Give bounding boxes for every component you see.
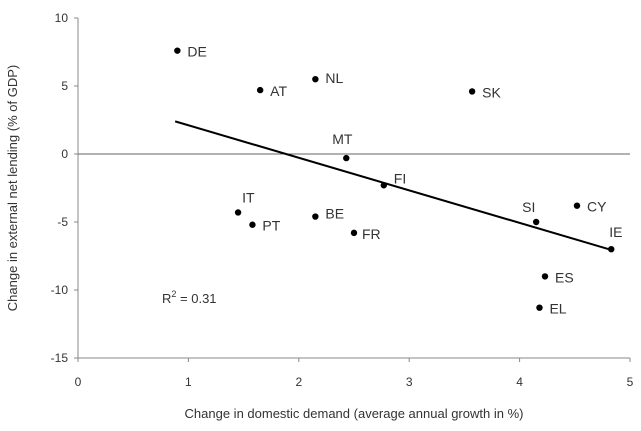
point-label-be: BE — [325, 206, 344, 222]
point-label-cy: CY — [587, 199, 607, 215]
x-tick-label: 4 — [516, 375, 523, 389]
data-point-pt — [249, 221, 256, 228]
y-ticks: -15 -10 -5 0 5 10 — [51, 11, 78, 365]
x-tick-label: 0 — [75, 375, 82, 389]
data-point-el — [536, 304, 543, 311]
y-tick-label: -5 — [57, 215, 68, 229]
data-point-it — [234, 209, 242, 216]
data-point-fr — [350, 229, 358, 237]
point-label-sk: SK — [482, 84, 501, 100]
y-axis-title: Change in external net lending (% of GDP… — [5, 65, 20, 311]
data-point-mt — [343, 154, 350, 162]
y-tick-label: 0 — [61, 147, 68, 161]
trendline — [174, 120, 614, 252]
point-label-at: AT — [270, 83, 287, 99]
point-label-fr: FR — [362, 226, 381, 242]
x-tick-label: 2 — [295, 375, 302, 389]
x-axis-title: Change in domestic demand (average annua… — [185, 406, 524, 421]
point-label-si: SI — [522, 199, 535, 215]
point-label-mt: MT — [332, 131, 353, 147]
x-tick-label: 3 — [406, 375, 413, 389]
y-tick-label: -15 — [51, 351, 69, 365]
data-point-fi — [380, 182, 388, 189]
point-label-pt: PT — [262, 218, 280, 234]
point-label-es: ES — [555, 269, 574, 285]
y-tick-label: 5 — [61, 79, 68, 93]
x-ticks: 0 1 2 3 4 5 — [75, 358, 634, 389]
point-label-it: IT — [242, 189, 255, 205]
x-tick-label: 5 — [627, 375, 634, 389]
data-point-nl — [312, 76, 319, 83]
point-label-fi: FI — [394, 170, 406, 186]
data-points — [174, 47, 615, 311]
data-point-be — [312, 213, 319, 220]
data-point-sk — [468, 88, 476, 95]
x-tick-label: 1 — [185, 375, 192, 389]
point-label-nl: NL — [325, 70, 343, 86]
data-point-at — [256, 86, 264, 94]
point-label-de: DE — [187, 44, 206, 60]
data-point-si — [532, 218, 540, 226]
r-squared-annotation: R2 = 0.31 — [162, 289, 217, 306]
data-point-de — [174, 47, 181, 54]
data-point-es — [541, 273, 549, 280]
data-point-ie — [608, 246, 615, 253]
point-label-ie: IE — [609, 224, 622, 240]
point-label-el: EL — [549, 301, 566, 317]
y-tick-label: 10 — [55, 11, 69, 25]
y-tick-label: -10 — [51, 283, 69, 297]
data-point-cy — [573, 202, 581, 209]
